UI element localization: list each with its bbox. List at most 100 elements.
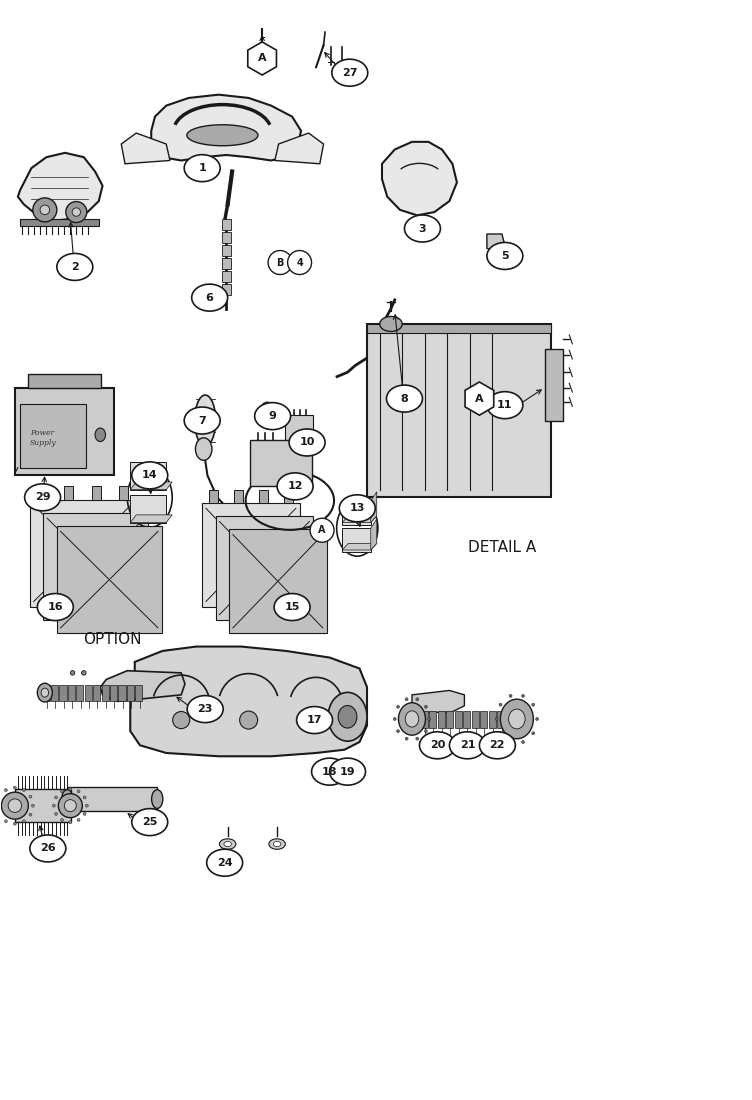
Ellipse shape: [38, 594, 73, 620]
Ellipse shape: [416, 737, 419, 740]
Polygon shape: [371, 492, 377, 522]
Ellipse shape: [224, 842, 232, 847]
Bar: [119, 685, 126, 702]
Ellipse shape: [500, 700, 533, 739]
Ellipse shape: [77, 818, 80, 822]
Ellipse shape: [41, 689, 49, 697]
Ellipse shape: [287, 251, 311, 275]
Bar: [130, 495, 166, 522]
Bar: [438, 712, 444, 728]
Ellipse shape: [95, 428, 105, 441]
Ellipse shape: [71, 671, 74, 675]
Bar: [367, 324, 550, 333]
Ellipse shape: [508, 710, 525, 729]
Ellipse shape: [405, 214, 441, 242]
Ellipse shape: [405, 737, 408, 740]
Bar: [472, 712, 479, 728]
Ellipse shape: [65, 800, 76, 812]
Bar: [93, 685, 100, 702]
Ellipse shape: [405, 711, 419, 727]
Text: OPTION: OPTION: [83, 632, 141, 648]
Ellipse shape: [535, 717, 538, 720]
Ellipse shape: [296, 706, 332, 734]
Polygon shape: [130, 482, 172, 490]
Ellipse shape: [29, 795, 32, 799]
Ellipse shape: [195, 395, 216, 446]
Ellipse shape: [66, 201, 86, 222]
Polygon shape: [18, 153, 102, 221]
Ellipse shape: [424, 705, 427, 708]
Ellipse shape: [399, 703, 426, 735]
Bar: [284, 490, 293, 503]
Ellipse shape: [83, 796, 86, 799]
Ellipse shape: [261, 403, 274, 417]
Ellipse shape: [274, 842, 280, 847]
Ellipse shape: [499, 703, 502, 706]
Text: 15: 15: [284, 602, 300, 612]
Ellipse shape: [329, 758, 365, 785]
Bar: [342, 500, 371, 525]
Bar: [43, 685, 50, 702]
Bar: [259, 490, 268, 503]
Text: A: A: [318, 526, 326, 536]
Bar: [544, 349, 563, 420]
Polygon shape: [121, 133, 170, 164]
Ellipse shape: [192, 284, 228, 311]
Bar: [489, 712, 496, 728]
Polygon shape: [465, 382, 494, 415]
Bar: [497, 712, 505, 728]
Bar: [367, 324, 550, 497]
Ellipse shape: [32, 804, 35, 807]
Bar: [481, 712, 487, 728]
Ellipse shape: [69, 821, 71, 824]
Bar: [506, 712, 513, 728]
Text: 12: 12: [287, 482, 303, 492]
Ellipse shape: [55, 796, 58, 799]
Ellipse shape: [450, 732, 485, 759]
Bar: [59, 685, 67, 702]
Text: 8: 8: [401, 394, 408, 404]
Text: 16: 16: [47, 602, 63, 612]
Text: 13: 13: [350, 504, 365, 514]
Bar: [209, 490, 218, 503]
Ellipse shape: [8, 799, 22, 813]
Text: 19: 19: [340, 767, 356, 777]
Ellipse shape: [5, 820, 8, 823]
Ellipse shape: [5, 789, 8, 792]
Bar: [222, 219, 231, 230]
Bar: [64, 486, 73, 499]
Ellipse shape: [53, 804, 56, 807]
Bar: [463, 712, 471, 728]
Ellipse shape: [255, 403, 290, 430]
Bar: [222, 258, 231, 270]
Bar: [135, 685, 142, 702]
Text: 7: 7: [199, 416, 206, 426]
Ellipse shape: [396, 705, 399, 708]
Polygon shape: [487, 234, 505, 252]
Text: 6: 6: [206, 293, 214, 303]
Bar: [234, 490, 243, 503]
Ellipse shape: [14, 822, 17, 825]
Polygon shape: [100, 671, 185, 702]
Ellipse shape: [61, 790, 64, 793]
Bar: [222, 245, 231, 256]
Ellipse shape: [487, 242, 523, 270]
Ellipse shape: [277, 473, 313, 499]
Ellipse shape: [38, 683, 53, 702]
Ellipse shape: [40, 205, 50, 214]
Ellipse shape: [495, 717, 498, 720]
Ellipse shape: [57, 253, 92, 280]
Ellipse shape: [522, 740, 525, 744]
Polygon shape: [44, 513, 148, 620]
Text: 18: 18: [322, 767, 338, 777]
Text: 26: 26: [40, 844, 56, 854]
Text: 4: 4: [296, 257, 303, 267]
Ellipse shape: [396, 729, 399, 733]
Text: 10: 10: [299, 438, 315, 448]
Ellipse shape: [332, 59, 368, 86]
Text: A: A: [475, 394, 484, 404]
Ellipse shape: [240, 711, 258, 729]
Bar: [250, 440, 311, 486]
Bar: [15, 789, 71, 822]
Ellipse shape: [479, 732, 515, 759]
